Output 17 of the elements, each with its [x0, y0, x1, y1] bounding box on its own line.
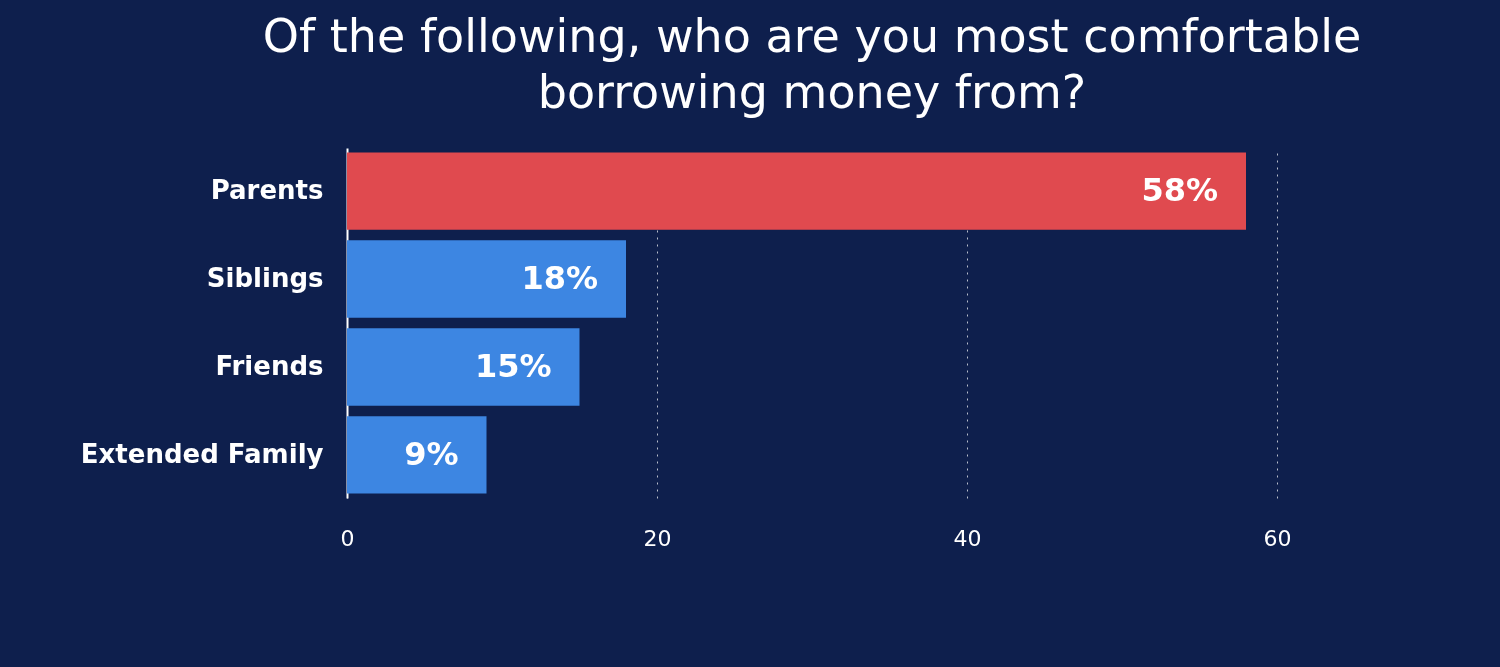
y-tick-label: Siblings [206, 263, 324, 294]
data-label: 18% [521, 259, 598, 298]
bar [347, 328, 580, 406]
x-tick-label: 40 [953, 525, 982, 551]
y-tick-label: Friends [215, 350, 324, 381]
bar [347, 416, 487, 494]
data-label: 15% [474, 346, 552, 385]
data-label: 58% [1141, 171, 1218, 210]
y-tick-label: Extended Family [80, 438, 324, 469]
x-tick-label: 0 [340, 525, 355, 551]
bar [347, 152, 1246, 230]
data-label: 9% [404, 434, 459, 473]
y-tick-label: Parents [210, 175, 324, 206]
x-tick-label: 20 [643, 525, 672, 551]
chart-title: Of the following, who are you most comfortable borrowing money from? [262, 9, 1362, 119]
bar [347, 240, 626, 318]
x-tick-label: 60 [1263, 525, 1292, 551]
